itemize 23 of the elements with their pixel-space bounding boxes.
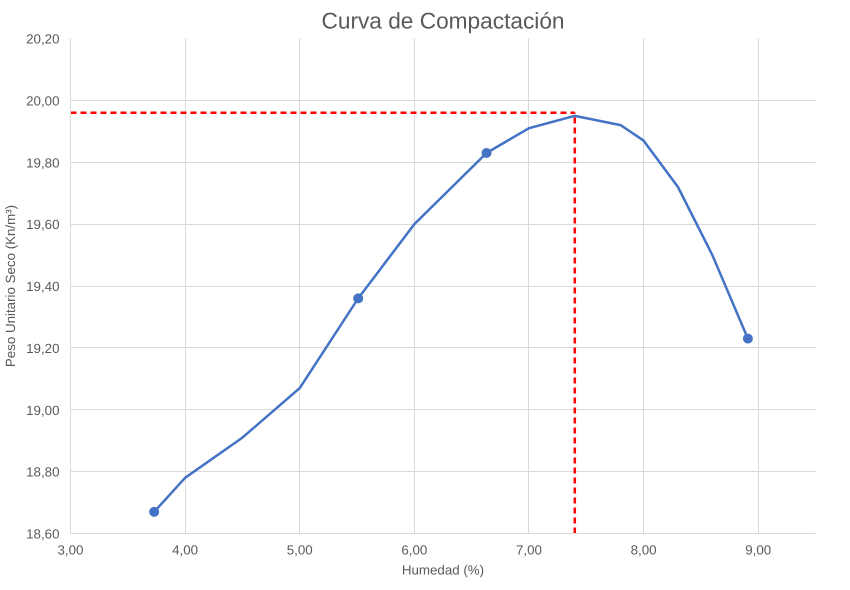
x-tick-label: 3,00 <box>58 542 84 558</box>
x-tick-label: 6,00 <box>401 542 428 558</box>
x-tick-label: 7,00 <box>516 542 542 558</box>
y-tick-label: 18,60 <box>26 526 60 542</box>
y-tick-label: 18,80 <box>26 464 60 480</box>
x-tick-label: 8,00 <box>630 542 657 558</box>
chart-title: Curva de Compactación <box>321 8 565 34</box>
x-tick-label: 9,00 <box>745 542 772 558</box>
y-axis-title: Peso Unitario Seco (Kn/m³) <box>3 204 18 368</box>
y-tick-label: 19,40 <box>26 279 60 294</box>
y-tick-label: 19,20 <box>26 340 60 356</box>
x-tick-label: 4,00 <box>172 542 198 558</box>
y-tick-label: 20,20 <box>26 32 60 46</box>
y-tick-label: 19,60 <box>26 217 60 232</box>
x-tick-label: 5,00 <box>286 542 313 558</box>
y-tick-label: 19,80 <box>26 155 60 170</box>
y-tick-label: 20,00 <box>26 93 60 108</box>
y-tick-label: 19,00 <box>26 402 60 418</box>
point <box>482 148 492 158</box>
x-axis-title: Humedad (%) <box>402 562 484 578</box>
point <box>353 293 364 304</box>
point <box>149 506 160 517</box>
point <box>742 334 753 344</box>
